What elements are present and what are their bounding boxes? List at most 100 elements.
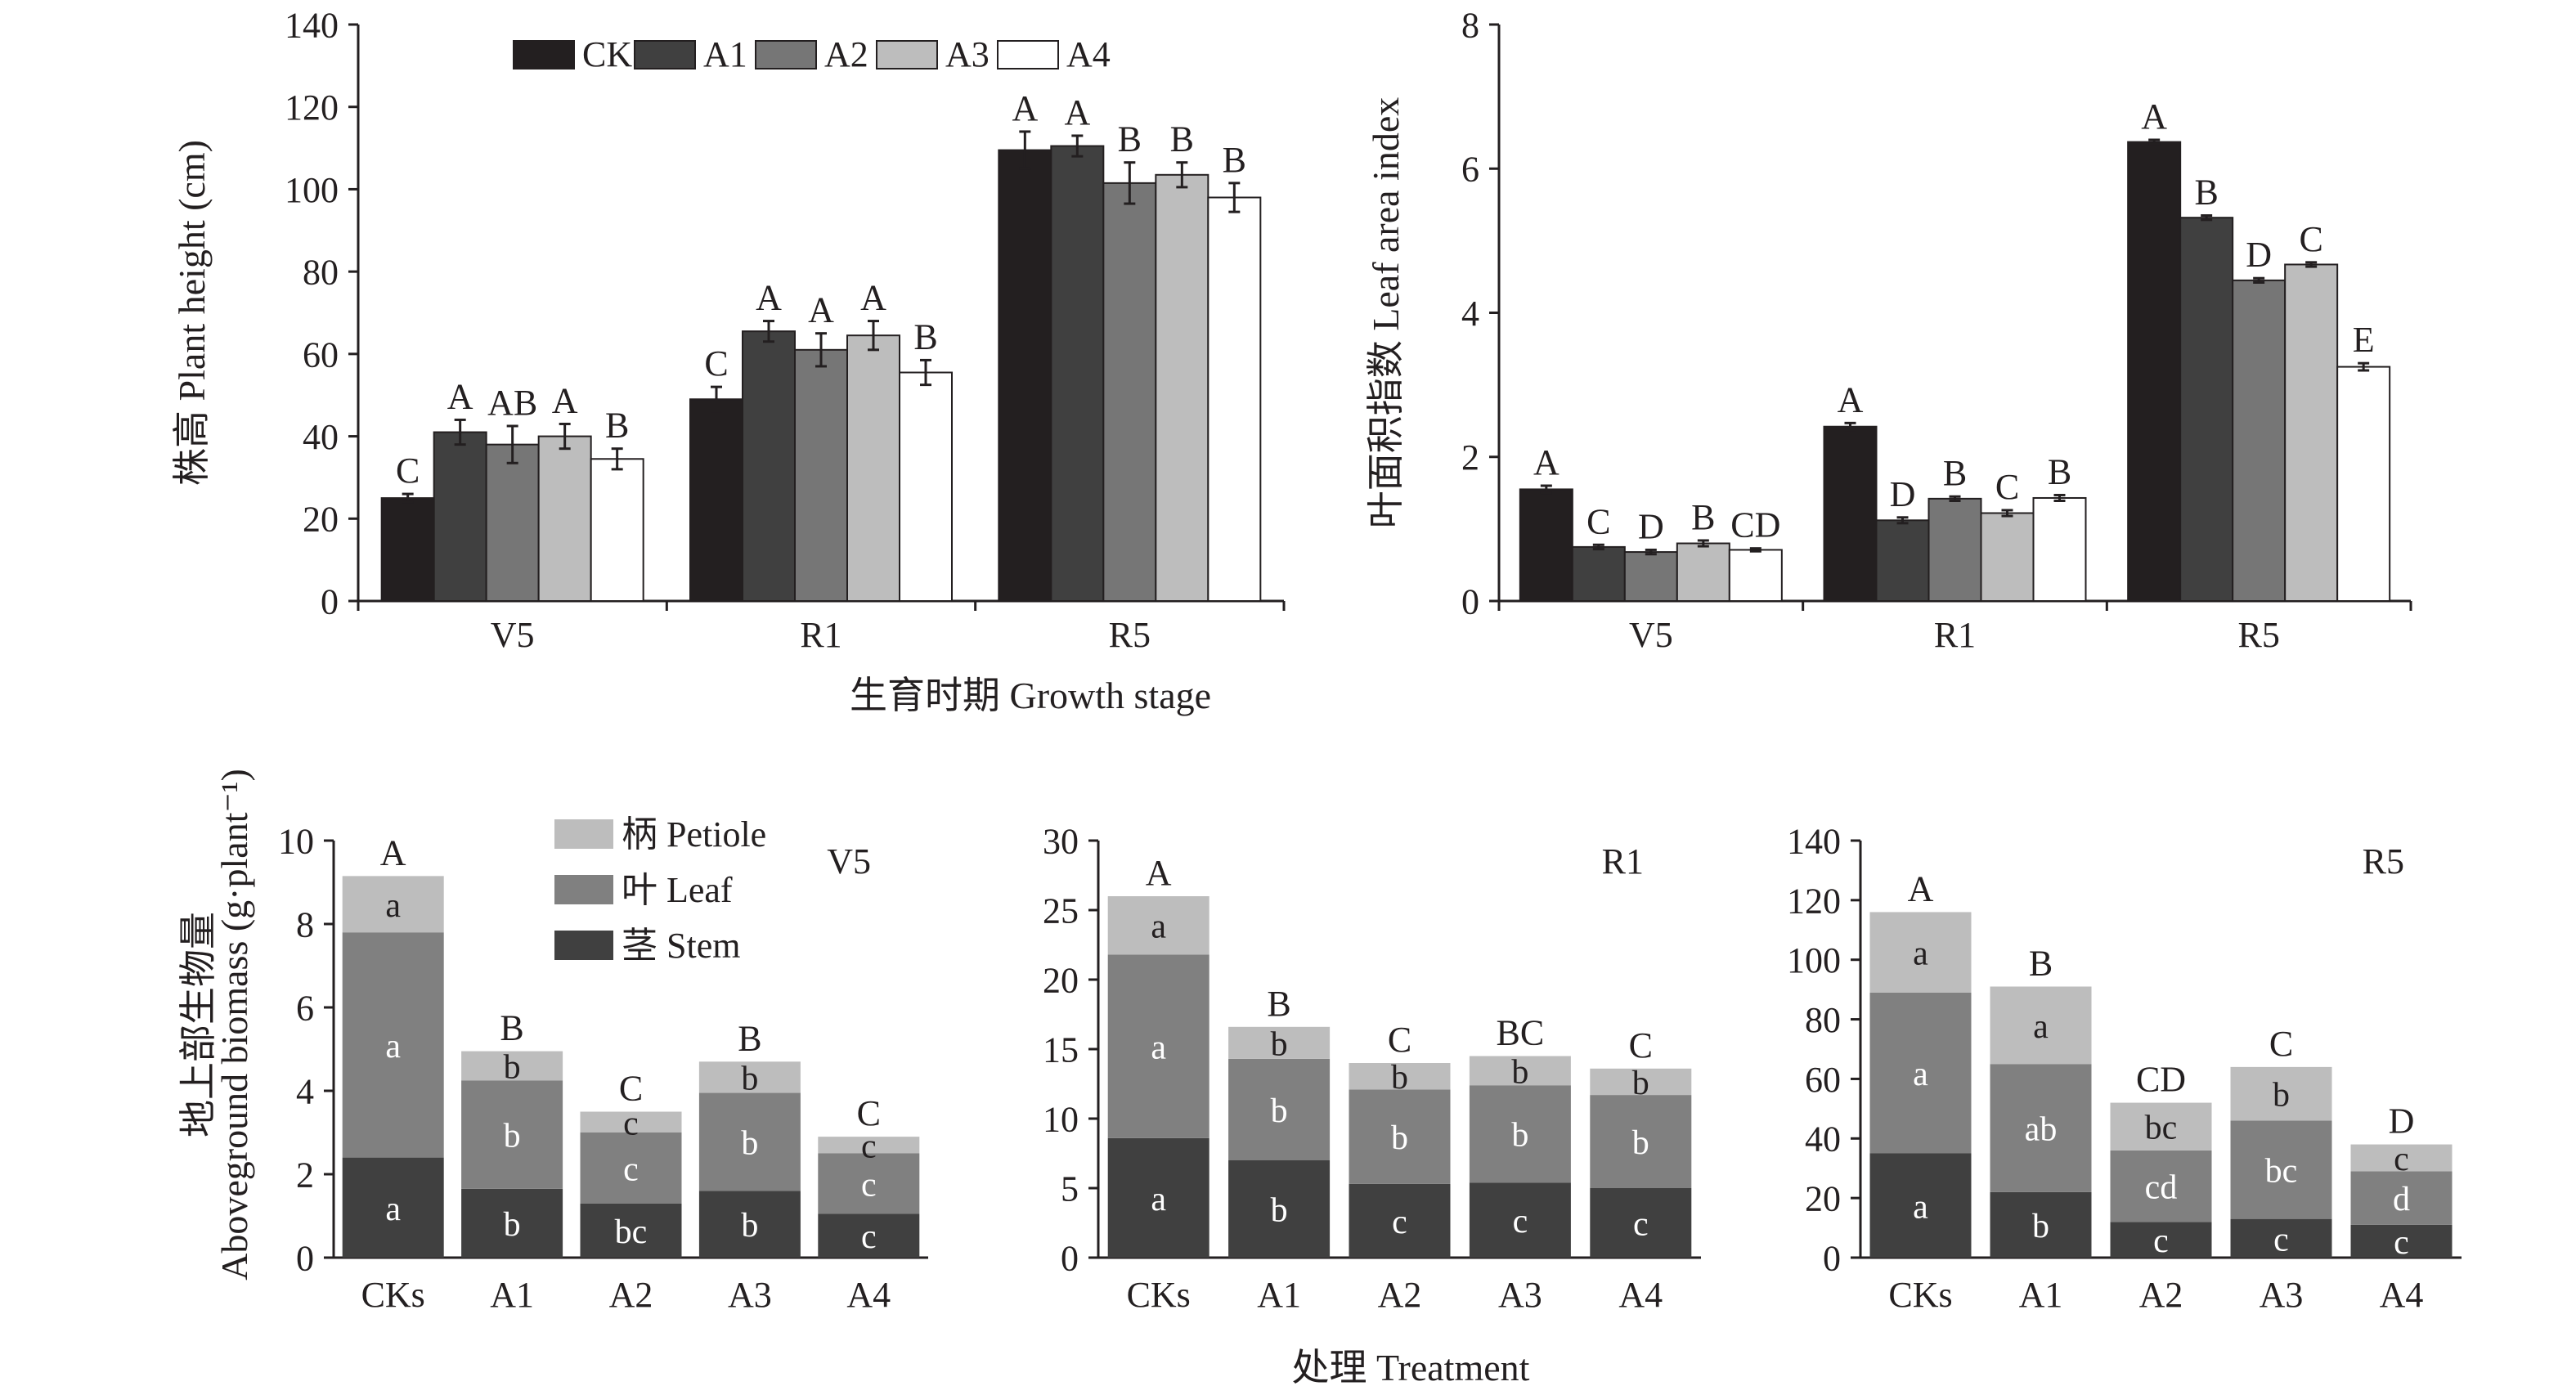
segment-letter: a [385, 1191, 401, 1228]
stack-segment-leaf [2350, 1171, 2453, 1225]
bar-CKs [998, 149, 1052, 602]
y-axis-label: 株高 Plant height (cm) [171, 140, 213, 486]
total-letter: C [2269, 1024, 2293, 1064]
total-letter: C [1629, 1025, 1653, 1065]
legend-swatch-A3 [876, 40, 938, 70]
stack-segment-petiole [580, 1111, 682, 1133]
segment-letter: b [1632, 1124, 1649, 1162]
total-letter: B [2029, 944, 2053, 984]
segment-letter: c [861, 1218, 877, 1256]
y-tick-label: 6 [296, 988, 314, 1028]
bar-CKs [380, 497, 435, 602]
stack-segment-leaf [342, 932, 444, 1158]
stack-segment-petiole [818, 1137, 920, 1154]
stack-segment-leaf [1349, 1089, 1451, 1184]
significance-letter: A [756, 278, 782, 318]
stack-segment-stem [1349, 1183, 1451, 1258]
stack-segment-petiole [698, 1061, 801, 1093]
stack-segment-petiole [2350, 1144, 2453, 1172]
bar-A2 [1102, 182, 1157, 602]
segment-letter: bc [2145, 1110, 2178, 1147]
y-tick-label: 140 [285, 5, 339, 45]
x-tick-label: A2 [2139, 1275, 2183, 1315]
bar-CKs [2127, 141, 2182, 603]
significance-letter: B [913, 316, 937, 357]
biomass-r1-chart: 051015202530aaaACKsbbbBA1cbbCA2cbbBCA3cb… [1043, 821, 1701, 1315]
biomass-v5-chart: 0246810aaaACKsbbbBA1bcccCA2bbbBA3cccCA4V… [177, 769, 928, 1315]
significance-letter: B [2048, 451, 2071, 491]
segment-letter: b [741, 1124, 758, 1162]
legend-swatch-A1 [634, 40, 696, 70]
x-tick-label: CKs [1888, 1275, 1952, 1315]
stack-segment-stem [1869, 1153, 1972, 1258]
stack-segment-petiole [1990, 986, 2092, 1065]
significance-letter: AB [487, 383, 537, 423]
stack-segment-leaf [2110, 1150, 2212, 1222]
stack-segment-stem [342, 1157, 444, 1258]
x-tick-label: A1 [490, 1275, 534, 1315]
segment-letter: b [1511, 1053, 1528, 1091]
segment-letter: b [1271, 1092, 1288, 1130]
significance-letter: A [808, 290, 834, 330]
significance-letter: C [1586, 501, 1610, 541]
segment-letter: c [623, 1151, 639, 1188]
significance-letter: B [1691, 497, 1715, 537]
y-tick-label: 30 [1043, 821, 1079, 861]
stack-segment-stem [2350, 1224, 2453, 1258]
bar-A4 [2032, 496, 2087, 603]
bar-CKs [1519, 488, 1573, 602]
significance-letter: C [2299, 219, 2322, 259]
stack-segment-stem [2110, 1222, 2212, 1258]
x-tick-label: A3 [1498, 1275, 1542, 1315]
y-tick-label: 6 [1461, 150, 1479, 190]
significance-letter: B [1943, 453, 1967, 493]
y-tick-label: 0 [1823, 1238, 1841, 1278]
bar-A1 [2179, 217, 2234, 602]
segment-letter: c [1633, 1206, 1649, 1244]
x-tick-label: A2 [1378, 1275, 1422, 1315]
stack-segment-petiole [342, 876, 444, 933]
legend-label: A4 [1066, 34, 1111, 74]
bar-A3 [1155, 173, 1209, 602]
bar-A4 [590, 458, 644, 603]
segment-letter: a [1913, 1056, 1928, 1093]
significance-letter: A [1838, 379, 1864, 419]
bar-CKs [1823, 425, 1878, 602]
x-tick-label: A1 [2019, 1275, 2063, 1315]
y-tick-label: 40 [1805, 1119, 1841, 1159]
stack-segment-petiole [2230, 1066, 2332, 1121]
bar-A3 [537, 435, 592, 602]
x-tick-label: A2 [609, 1275, 653, 1315]
panel-label: V5 [827, 841, 871, 881]
bar-CKs [689, 398, 743, 602]
significance-letter: B [2194, 173, 2218, 213]
segment-letter: a [1151, 1029, 1166, 1067]
bar-A2 [1623, 551, 1678, 603]
segment-letter: d [2393, 1181, 2410, 1218]
bar-A3 [2284, 263, 2339, 602]
y-tick-label: 100 [1787, 940, 1841, 980]
significance-letter: B [1118, 119, 1142, 159]
stack-segment-leaf [1107, 954, 1209, 1138]
y-axis-label-english: Aboveground biomass (g·plant⁻¹) [213, 769, 255, 1281]
y-tick-label: 60 [303, 334, 339, 375]
legend-label: A3 [945, 34, 990, 74]
x-tick-label: CKs [361, 1275, 425, 1315]
bar-A4 [2336, 366, 2391, 602]
significance-letter: B [1223, 140, 1246, 180]
y-tick-label: 80 [1805, 1000, 1841, 1040]
segment-letter: b [1391, 1119, 1408, 1157]
segment-letter: c [1392, 1204, 1407, 1241]
stack-segment-leaf [818, 1153, 920, 1214]
segment-letter: c [2394, 1224, 2409, 1262]
segment-letter: b [2273, 1077, 2290, 1115]
y-tick-label: 25 [1043, 890, 1079, 931]
significance-letter: A [1064, 92, 1090, 132]
segment-letter: a [1151, 1181, 1166, 1218]
stack-segment-stem [1107, 1137, 1209, 1258]
legend-label: A2 [824, 34, 868, 74]
y-tick-label: 20 [1805, 1179, 1841, 1219]
stack-segment-petiole [1349, 1063, 1451, 1090]
y-tick-label: 2 [1461, 437, 1479, 478]
